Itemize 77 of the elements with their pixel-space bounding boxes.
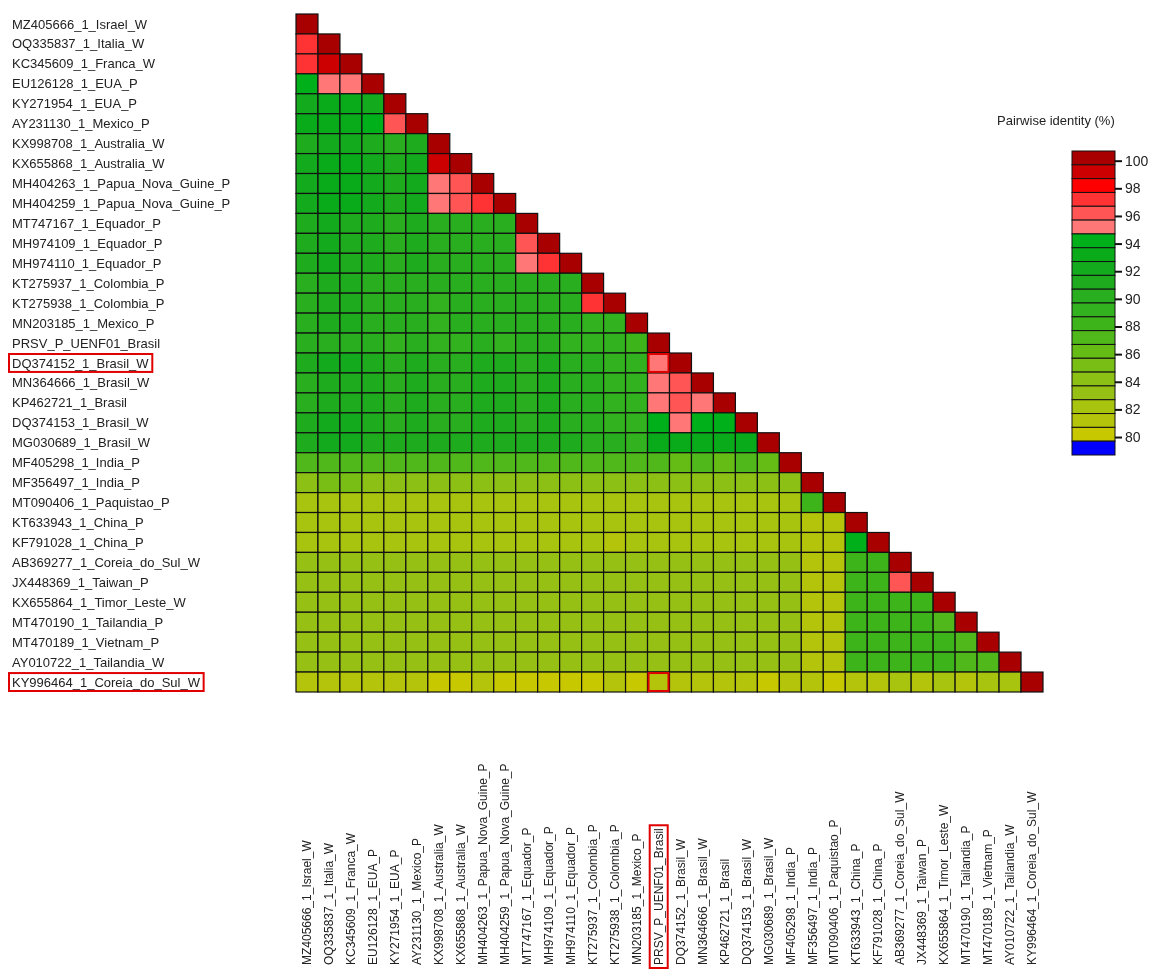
x-tick-label: KT275937_1_Colombia_P	[585, 824, 600, 965]
y-tick-label: KC345609_1_Franca_W	[12, 56, 156, 72]
color-bar-label: 86	[1125, 346, 1141, 363]
y-tick-label: OQ335837_1_Italia_W	[12, 36, 145, 52]
x-tick-label: KT275938_1_Colombia_P	[607, 824, 622, 965]
y-tick-label: MH974109_1_Equador_P	[12, 235, 163, 251]
x-tick-label: KX655868_1_Australia_W	[453, 823, 468, 965]
color-bar-label: 100	[1125, 152, 1149, 169]
x-tick-label: MZ405666_1_Israel_W	[300, 839, 315, 965]
x-tick-label: MT470189_1_Vietnam_P	[981, 829, 996, 965]
x-tick-label: MF405298_1_India_P	[783, 846, 798, 965]
x-tick-label: JX448369_1_Taiwan_P	[915, 838, 930, 965]
y-tick-label: MT470190_1_Tailandia_P	[12, 614, 164, 630]
y-tick-label: MN203185_1_Mexico_P	[12, 315, 155, 331]
color-bar-label: 94	[1125, 235, 1141, 252]
y-tick-label: KT633943_1_China_P	[12, 515, 144, 531]
y-tick-label: AB369277_1_Coreia_do_Sul_W	[12, 554, 201, 570]
y-tick-label: KX655864_1_Timor_Leste_W	[12, 594, 187, 610]
x-tick-label: MN364666_1_Brasil_W	[695, 837, 710, 965]
y-tick-label: MF405298_1_India_P	[12, 455, 140, 471]
color-bar-label: 90	[1125, 290, 1141, 307]
y-tick-label: MH404259_1_Papua_Nova_Guine_P	[12, 195, 231, 211]
y-tick-label: MH404263_1_Papua_Nova_Guine_P	[12, 176, 231, 192]
x-tick-label: KX655864_1_Timor_Leste_W	[937, 804, 952, 965]
y-tick-label: EU126128_1_EUA_P	[12, 76, 138, 92]
x-tick-label: MH974109_1_Equador_P	[541, 826, 556, 965]
y-tick-label: AY231130_1_Mexico_P	[12, 116, 150, 132]
color-bar-label: 82	[1125, 401, 1141, 418]
x-tick-label: EU126128_1_EUA_P	[366, 848, 381, 965]
x-tick-label: KY271954_1_EUA_P	[388, 849, 403, 965]
y-tick-label: KP462721_1_Brasil	[12, 395, 128, 411]
x-tick-label: MT747167_1_Equador_P	[519, 827, 534, 965]
y-tick-label: MZ405666_1_Israel_W	[12, 16, 148, 32]
color-bar-label: 84	[1125, 373, 1141, 390]
y-tick-label: KT275938_1_Colombia_P	[12, 295, 165, 311]
y-tick-label: JX448369_1_Taiwan_P	[12, 574, 149, 590]
x-tick-label: KT633943_1_China_P	[849, 843, 864, 965]
x-tick-label: KC345609_1_Franca_W	[344, 832, 359, 965]
x-tick-label: KF791028_1_China_P	[871, 843, 886, 965]
y-tick-label: KX655868_1_Australia_W	[12, 156, 166, 172]
y-tick-label: AY010722_1_Tailandia_W	[12, 654, 165, 670]
y-tick-label: MG030689_1_Brasil_W	[12, 435, 151, 451]
x-tick-label: KY996464_1_Coreia_do_Sul_W	[1025, 790, 1040, 965]
x-tick-label: MH974110_1_Equador_P	[563, 827, 578, 965]
y-tick-label: MH974110_1_Equador_P	[12, 255, 162, 271]
x-tick-label: MN203185_1_Mexico_P	[629, 833, 644, 965]
y-tick-label: MN364666_1_Brasil_W	[12, 375, 151, 391]
x-tick-label: AB369277_1_Coreia_do_Sul_W	[893, 790, 908, 965]
color-bar-label: 96	[1125, 207, 1141, 224]
x-tick-label: MF356497_1_India_P	[805, 846, 820, 965]
x-tick-label: KP462721_1_Brasil	[717, 858, 732, 965]
x-tick-label: MH404259_1_Papua_Nova_Guine_P	[497, 763, 512, 965]
x-tick-label: OQ335837_1_Italia_W	[322, 842, 337, 965]
y-tick-label: DQ374153_1_Brasil_W	[12, 415, 150, 431]
color-bar-label: 92	[1125, 263, 1141, 280]
color-bar-title: Pairwise identity (%)	[997, 113, 1115, 128]
x-tick-label: DQ374153_1_Brasil_W	[739, 838, 754, 965]
y-tick-label: KF791028_1_China_P	[12, 534, 144, 550]
y-tick-label: MT747167_1_Equador_P	[12, 215, 161, 231]
x-tick-label: MH404263_1_Papua_Nova_Guine_P	[475, 763, 490, 965]
y-tick-label: KT275937_1_Colombia_P	[12, 275, 165, 291]
x-tick-label: MT090406_1_Paquistao_P	[827, 819, 842, 965]
x-tick-label: DQ374152_1_Brasil_W	[673, 838, 688, 965]
y-tick-label: PRSV_P_UENF01_Brasil	[12, 335, 161, 351]
color-bar-label: 88	[1125, 318, 1141, 335]
x-tick-label: AY231130_1_Mexico_P	[410, 838, 425, 965]
y-tick-label: KY271954_1_EUA_P	[12, 96, 138, 112]
x-tick-label: KX998708_1_Australia_W	[432, 823, 447, 965]
color-bar-label: 80	[1125, 429, 1141, 446]
y-tick-label: MT090406_1_Paquistao_P	[12, 495, 170, 511]
x-tick-label: MG030689_1_Brasil_W	[761, 836, 776, 965]
x-tick-label: AY010722_1_Tailandia_W	[1003, 823, 1018, 965]
y-tick-label: KX998708_1_Australia_W	[12, 136, 166, 152]
x-tick-label: MT470190_1_Tailandia_P	[959, 825, 974, 965]
color-bar-label: 98	[1125, 180, 1141, 197]
y-tick-label: MT470189_1_Vietnam_P	[12, 634, 160, 650]
y-tick-label: MF356497_1_India_P	[12, 475, 140, 491]
